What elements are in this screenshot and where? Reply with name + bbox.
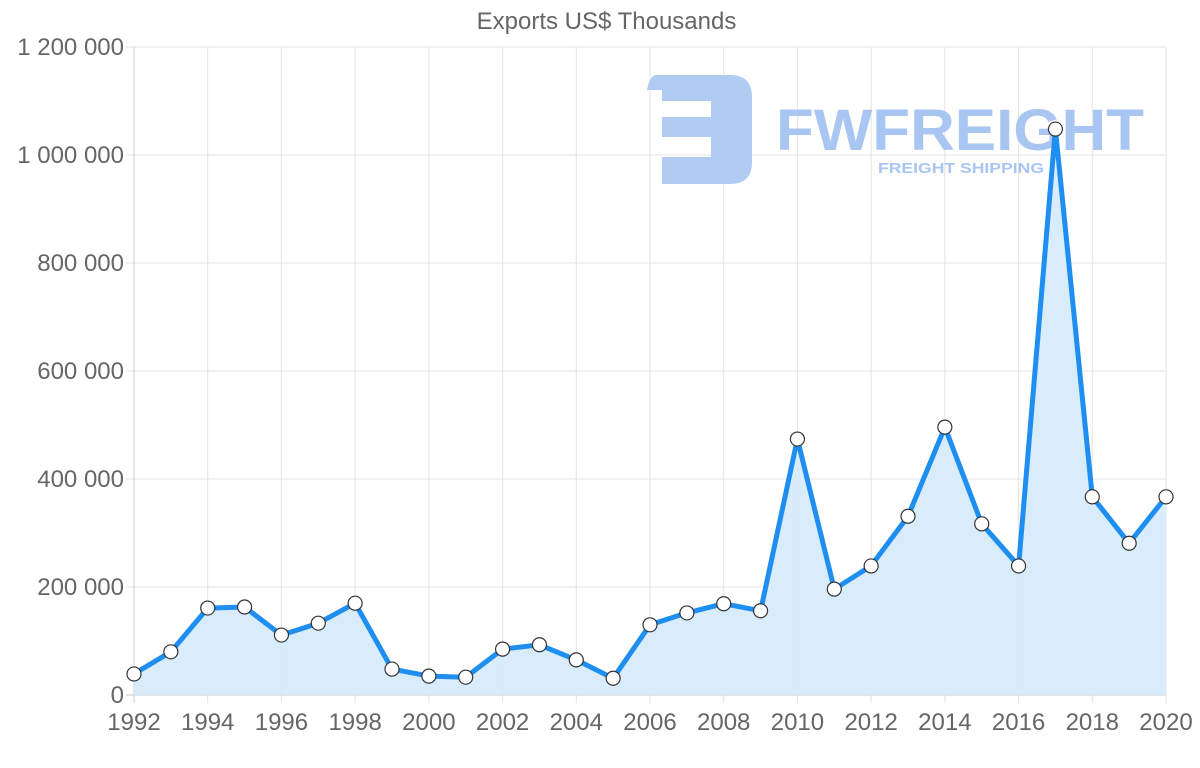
x-tick-label: 2012 — [844, 709, 897, 736]
data-point-2016[interactable] — [1010, 558, 1027, 574]
data-point-2018[interactable] — [1084, 489, 1100, 505]
data-point-1997[interactable] — [310, 615, 326, 631]
y-tick-label: 1 200 000 — [17, 34, 124, 61]
data-point-2006[interactable] — [642, 617, 658, 633]
data-point-2013[interactable] — [900, 508, 916, 524]
data-point-2005[interactable] — [605, 670, 621, 686]
data-point-1996[interactable] — [273, 627, 290, 643]
y-tick-label: 600 000 — [37, 358, 124, 385]
data-point-2009[interactable] — [752, 603, 769, 619]
data-point-1995[interactable] — [236, 599, 253, 615]
data-point-2015[interactable] — [974, 516, 990, 532]
x-tick-label: 1994 — [181, 709, 234, 736]
data-point-2008[interactable] — [716, 596, 732, 612]
x-tick-label: 2000 — [402, 709, 455, 736]
data-point-2011[interactable] — [826, 581, 842, 597]
data-point-2002[interactable] — [494, 641, 511, 657]
x-tick-label: 1996 — [255, 709, 308, 736]
data-point-1994[interactable] — [200, 600, 216, 616]
x-tick-label: 1998 — [328, 709, 381, 736]
x-tick-label: 2018 — [1066, 709, 1119, 736]
y-axis: 0 200 000 400 000 600 000 800 000 1 000 000 1 … — [17, 34, 124, 709]
data-points — [126, 121, 1174, 686]
x-tick-label: 2004 — [550, 709, 603, 736]
fwfreight-watermark: FWFREIGHT FREIGHT SHIPPING — [647, 75, 1144, 184]
data-point-2012[interactable] — [863, 558, 879, 574]
y-tick-label: 800 000 — [37, 250, 124, 277]
x-tick-label: 2020 — [1139, 709, 1192, 736]
data-point-2004[interactable] — [568, 652, 584, 668]
fwfreight-logo-icon — [647, 75, 752, 184]
x-tick-label: 2010 — [771, 709, 824, 736]
y-tick-label: 400 000 — [37, 466, 124, 493]
data-point-2019[interactable] — [1121, 535, 1137, 551]
watermark-brand: FWFREIGHT — [776, 98, 1144, 163]
data-point-2014[interactable] — [937, 419, 953, 435]
x-tick-label: 2006 — [623, 709, 676, 736]
data-point-2010[interactable] — [789, 431, 806, 447]
y-tick-label: 0 — [111, 682, 124, 709]
chart-title: Exports US$ Thousands — [476, 8, 737, 35]
y-tick-label: 1 000 000 — [17, 142, 124, 169]
x-tick-label: 2008 — [697, 709, 750, 736]
data-point-1993[interactable] — [163, 644, 179, 660]
data-point-2000[interactable] — [421, 668, 437, 684]
x-axis: 1992 1994 1996 1998 2000 2002 2004 2006 2008 2010… — [107, 709, 1192, 736]
data-point-1992[interactable] — [126, 666, 142, 682]
x-tick-label: 2014 — [918, 709, 971, 736]
x-tick-label: 1992 — [107, 709, 160, 736]
watermark-tagline: FREIGHT SHIPPING — [878, 160, 1044, 177]
x-tick-label: 2002 — [476, 709, 529, 736]
data-point-1999[interactable] — [384, 661, 400, 677]
y-tick-label: 200 000 — [37, 574, 124, 601]
data-point-2017[interactable] — [1047, 121, 1064, 137]
data-point-2007[interactable] — [679, 605, 695, 621]
data-point-2003[interactable] — [531, 637, 548, 653]
data-point-2020[interactable] — [1158, 489, 1174, 505]
x-tick-label: 2016 — [992, 709, 1045, 736]
data-point-1998[interactable] — [347, 595, 363, 611]
area-fill — [134, 129, 1166, 696]
data-point-2001[interactable] — [458, 669, 474, 685]
